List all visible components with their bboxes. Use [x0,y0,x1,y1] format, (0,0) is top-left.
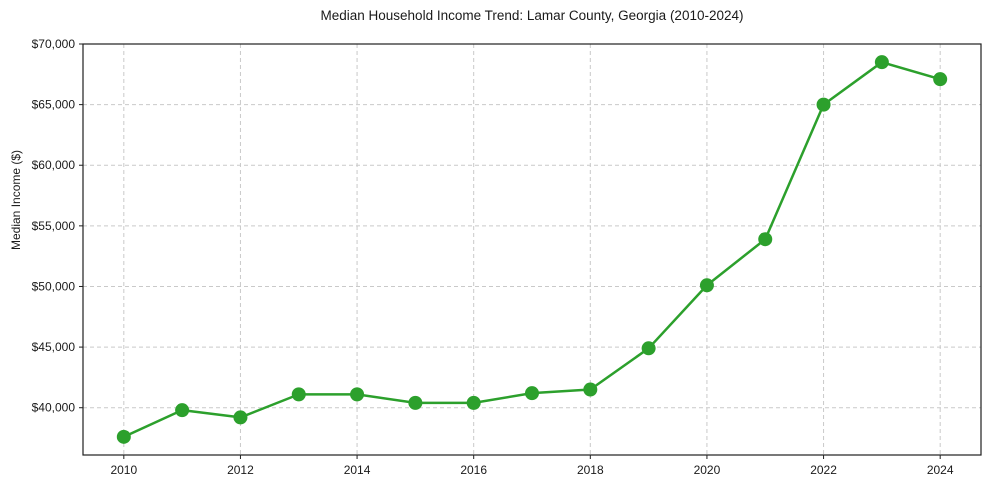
y-tick-label: $50,000 [32,279,76,293]
data-point-2021 [758,232,773,247]
y-tick-label: $70,000 [32,37,76,51]
data-point-2022 [816,97,831,112]
line-series [122,60,942,439]
data-point-2013 [291,387,306,402]
data-point-2018 [583,382,598,397]
x-tick-label: 2010 [110,463,137,477]
data-point-2012 [233,410,248,425]
data-point-2015 [408,395,423,410]
data-point-2024 [933,72,948,87]
x-tick-label: 2018 [577,463,604,477]
y-tick-label: $45,000 [32,340,76,354]
x-tick-label: 2016 [460,463,487,477]
chart-title: Median Household Income Trend: Lamar Cou… [320,8,744,23]
y-tick-label: $65,000 [32,98,76,112]
data-point-2014 [350,387,365,402]
data-point-2020 [699,278,714,293]
y-tick-label: $55,000 [32,219,76,233]
x-tick-label: 2012 [227,463,254,477]
y-tick-label: $60,000 [32,158,76,172]
y-tick-label: $40,000 [32,401,76,415]
x-tick-label: 2020 [694,463,721,477]
data-point-2023 [874,55,889,70]
plot-border [82,43,982,456]
data-point-2017 [525,386,539,401]
data-point-2011 [175,403,190,418]
x-tick-label: 2024 [927,463,954,477]
x-tick-label: 2022 [810,463,837,477]
x-tick-label: 2014 [344,463,371,477]
data-point-2010 [116,429,131,444]
data-point-2019 [641,341,656,356]
data-point-2016 [466,395,481,410]
